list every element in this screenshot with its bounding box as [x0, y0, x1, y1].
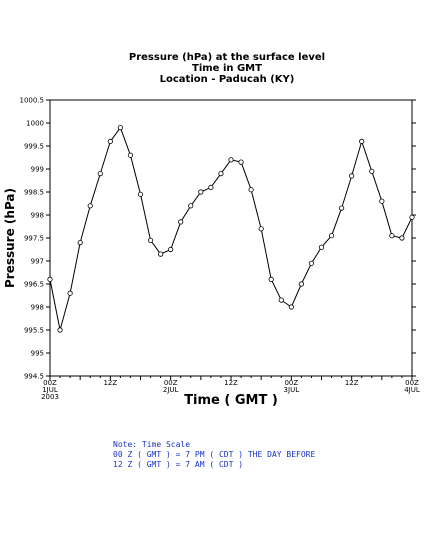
data-point [178, 219, 184, 225]
series-pressure [47, 125, 415, 333]
data-point [349, 173, 355, 179]
x-tick-label: 2JUL [163, 386, 179, 394]
plot-frame [49, 99, 413, 377]
data-point [77, 240, 83, 246]
x-tick-label: 12Z [224, 379, 238, 387]
data-point [318, 244, 325, 250]
data-point [298, 281, 304, 287]
data-point [268, 276, 274, 282]
chart-title-line-3: Location - Paducah (KY) [160, 74, 295, 85]
data-point [47, 276, 53, 282]
chart-title-line-1: Pressure (hPa) at the surface level [129, 52, 325, 63]
data-point [278, 297, 284, 303]
data-point [339, 205, 345, 211]
data-point [87, 203, 93, 209]
data-point [248, 187, 254, 193]
data-point [67, 290, 73, 296]
y-tick-label: 997 [31, 258, 44, 266]
x-tick-label: 12Z [103, 379, 117, 387]
data-point [127, 152, 134, 158]
data-point [107, 138, 113, 144]
y-tick-label: 999.5 [24, 143, 44, 151]
y-tick-label: 996.5 [24, 281, 44, 289]
y-axis-title: Pressure (hPa) [3, 188, 17, 288]
y-tick-label: 994.5 [24, 373, 44, 381]
data-point [228, 157, 234, 163]
data-point [359, 138, 365, 144]
y-tick-label: 998 [31, 212, 44, 220]
x-tick-label: 1JUL [42, 386, 58, 394]
x-tick-label: 2003 [41, 393, 59, 401]
data-point [208, 184, 214, 190]
y-axis: 994.5 995 995.5 998 996.5 997 997.5 998 998.5 999… [20, 97, 416, 381]
y-tick-label: 995 [31, 350, 44, 358]
data-point [238, 159, 244, 165]
data-point [188, 203, 194, 209]
x-tick-label: 00Z [284, 379, 298, 387]
data-point [147, 237, 154, 243]
data-point [379, 198, 385, 204]
data-point [328, 233, 335, 239]
chart-title-line-2: Time in GMT [192, 63, 262, 74]
y-tick-label: 998.5 [24, 189, 44, 197]
y-tick-label: 998 [31, 304, 44, 312]
x-tick-label: 3JUL [284, 386, 300, 394]
x-tick-label: 00Z [405, 379, 419, 387]
time-scale-note: Note: Time Scale 00 Z ( GMT ) = 7 PM ( C… [113, 440, 315, 470]
data-point [117, 125, 123, 131]
y-tick-label: 995.5 [24, 327, 44, 335]
data-point [218, 171, 224, 177]
data-point [308, 260, 315, 266]
y-tick-label: 997.5 [24, 235, 44, 243]
data-point [168, 246, 174, 253]
data-point [158, 251, 164, 257]
data-point [409, 214, 415, 220]
note-line-1: Note: Time Scale [113, 440, 191, 449]
data-point [369, 168, 375, 174]
x-axis-title: Time ( GMT ) [184, 393, 278, 408]
y-tick-label: 999 [31, 166, 44, 174]
x-tick-label: 4JUL [404, 386, 420, 394]
note-line-3: 12 Z ( GMT ) = 7 AM ( CDT ) [113, 460, 244, 469]
data-point [198, 189, 204, 195]
data-point [57, 327, 63, 333]
data-point [137, 191, 144, 197]
x-tick-label: 00Z [164, 379, 178, 387]
x-tick-label: 12Z [345, 379, 359, 387]
y-tick-label: 1000.5 [20, 97, 45, 105]
note-line-2: 00 Z ( GMT ) = 7 PM ( CDT ) THE DAY BEFO… [113, 450, 316, 459]
y-tick-label: 1000 [26, 120, 44, 128]
data-point [258, 226, 264, 232]
data-point [288, 304, 294, 310]
data-point [399, 235, 405, 241]
x-tick-label: 00Z [43, 379, 57, 387]
data-point [389, 233, 395, 239]
data-point [97, 171, 103, 177]
